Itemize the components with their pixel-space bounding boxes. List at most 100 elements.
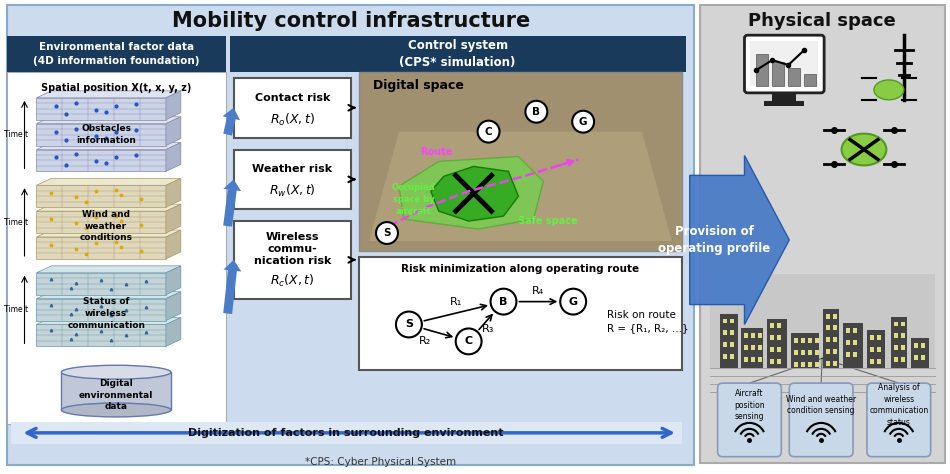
- Text: Control system
(CPS* simulation): Control system (CPS* simulation): [400, 39, 516, 69]
- Text: commu-: commu-: [268, 244, 317, 254]
- Text: Digitization of factors in surrounding environment: Digitization of factors in surrounding e…: [188, 428, 504, 438]
- Text: $R_c(X,t)$: $R_c(X,t)$: [270, 273, 314, 289]
- Ellipse shape: [874, 80, 903, 100]
- Bar: [870, 359, 874, 364]
- Text: Mobility control infrastructure: Mobility control infrastructure: [172, 11, 530, 31]
- Bar: [833, 349, 837, 354]
- Bar: [359, 72, 682, 251]
- Bar: [826, 337, 830, 342]
- Bar: [730, 342, 733, 347]
- Bar: [805, 74, 816, 86]
- Text: Wireless: Wireless: [266, 232, 319, 242]
- Bar: [750, 41, 818, 86]
- Bar: [758, 346, 763, 350]
- Polygon shape: [36, 204, 180, 211]
- Circle shape: [478, 121, 500, 143]
- Bar: [870, 347, 874, 352]
- Bar: [870, 336, 874, 340]
- Bar: [751, 346, 755, 350]
- Polygon shape: [36, 149, 166, 172]
- Bar: [723, 330, 727, 336]
- Bar: [751, 357, 755, 362]
- Bar: [791, 333, 819, 368]
- Bar: [901, 321, 904, 327]
- Bar: [833, 337, 837, 342]
- Bar: [833, 361, 837, 366]
- Bar: [867, 330, 884, 368]
- Bar: [826, 326, 830, 330]
- Text: Wind and
weather
conditions: Wind and weather conditions: [80, 210, 133, 242]
- Polygon shape: [690, 155, 789, 325]
- Bar: [772, 62, 785, 86]
- Text: Route: Route: [421, 146, 453, 156]
- Polygon shape: [36, 230, 180, 237]
- Polygon shape: [166, 143, 180, 172]
- Bar: [745, 346, 749, 350]
- Bar: [853, 340, 857, 346]
- Polygon shape: [369, 132, 672, 241]
- Bar: [877, 359, 881, 364]
- Text: Occupied
space by
aircraft: Occupied space by aircraft: [392, 183, 436, 216]
- Bar: [901, 357, 904, 362]
- Bar: [815, 362, 819, 367]
- Bar: [794, 362, 798, 367]
- Text: B: B: [532, 107, 541, 117]
- Polygon shape: [36, 292, 180, 299]
- Bar: [730, 354, 733, 359]
- Bar: [788, 68, 800, 86]
- Bar: [765, 101, 805, 106]
- Text: Physical space: Physical space: [749, 12, 896, 30]
- Bar: [846, 340, 850, 346]
- Bar: [723, 342, 727, 347]
- Text: R₂: R₂: [419, 336, 431, 346]
- Polygon shape: [166, 292, 180, 320]
- Bar: [230, 36, 686, 72]
- Bar: [846, 352, 850, 357]
- Text: Safe space: Safe space: [519, 216, 579, 226]
- Polygon shape: [36, 98, 166, 120]
- Polygon shape: [36, 143, 180, 149]
- Bar: [911, 338, 929, 368]
- Bar: [853, 328, 857, 333]
- Bar: [801, 350, 806, 356]
- FancyBboxPatch shape: [717, 383, 781, 457]
- Text: Risk minimization along operating route: Risk minimization along operating route: [401, 264, 639, 274]
- Bar: [768, 319, 788, 368]
- Polygon shape: [36, 299, 166, 320]
- Bar: [894, 357, 898, 362]
- Polygon shape: [166, 318, 180, 346]
- Polygon shape: [36, 185, 166, 207]
- Text: Weather risk: Weather risk: [253, 164, 332, 174]
- Bar: [901, 333, 904, 338]
- Bar: [914, 343, 918, 348]
- Bar: [894, 346, 898, 350]
- Polygon shape: [166, 178, 180, 207]
- Text: R₁: R₁: [450, 297, 463, 307]
- Bar: [815, 338, 819, 343]
- Bar: [710, 274, 935, 368]
- Bar: [699, 5, 944, 463]
- Bar: [745, 333, 749, 338]
- Bar: [823, 309, 839, 368]
- Text: Obstacles
information: Obstacles information: [76, 124, 136, 145]
- Text: Risk on route
R = {R₁, R₂, ...}: Risk on route R = {R₁, R₂, ...}: [607, 310, 689, 333]
- Bar: [770, 323, 774, 328]
- Text: B: B: [500, 297, 507, 307]
- Bar: [751, 333, 755, 338]
- Text: Digital space: Digital space: [373, 79, 465, 92]
- Polygon shape: [36, 117, 180, 124]
- Text: C: C: [484, 127, 492, 137]
- Text: S: S: [383, 228, 390, 238]
- FancyBboxPatch shape: [745, 35, 825, 93]
- Text: Spatial position X(t, x, y, z): Spatial position X(t, x, y, z): [41, 83, 191, 93]
- Polygon shape: [166, 91, 180, 120]
- Polygon shape: [36, 273, 166, 295]
- Bar: [826, 349, 830, 354]
- Text: $R_w(X,t)$: $R_w(X,t)$: [269, 183, 315, 200]
- Bar: [10, 422, 682, 444]
- Bar: [62, 372, 171, 410]
- Bar: [730, 319, 733, 323]
- Bar: [877, 347, 881, 352]
- Bar: [921, 356, 924, 360]
- Circle shape: [525, 101, 547, 123]
